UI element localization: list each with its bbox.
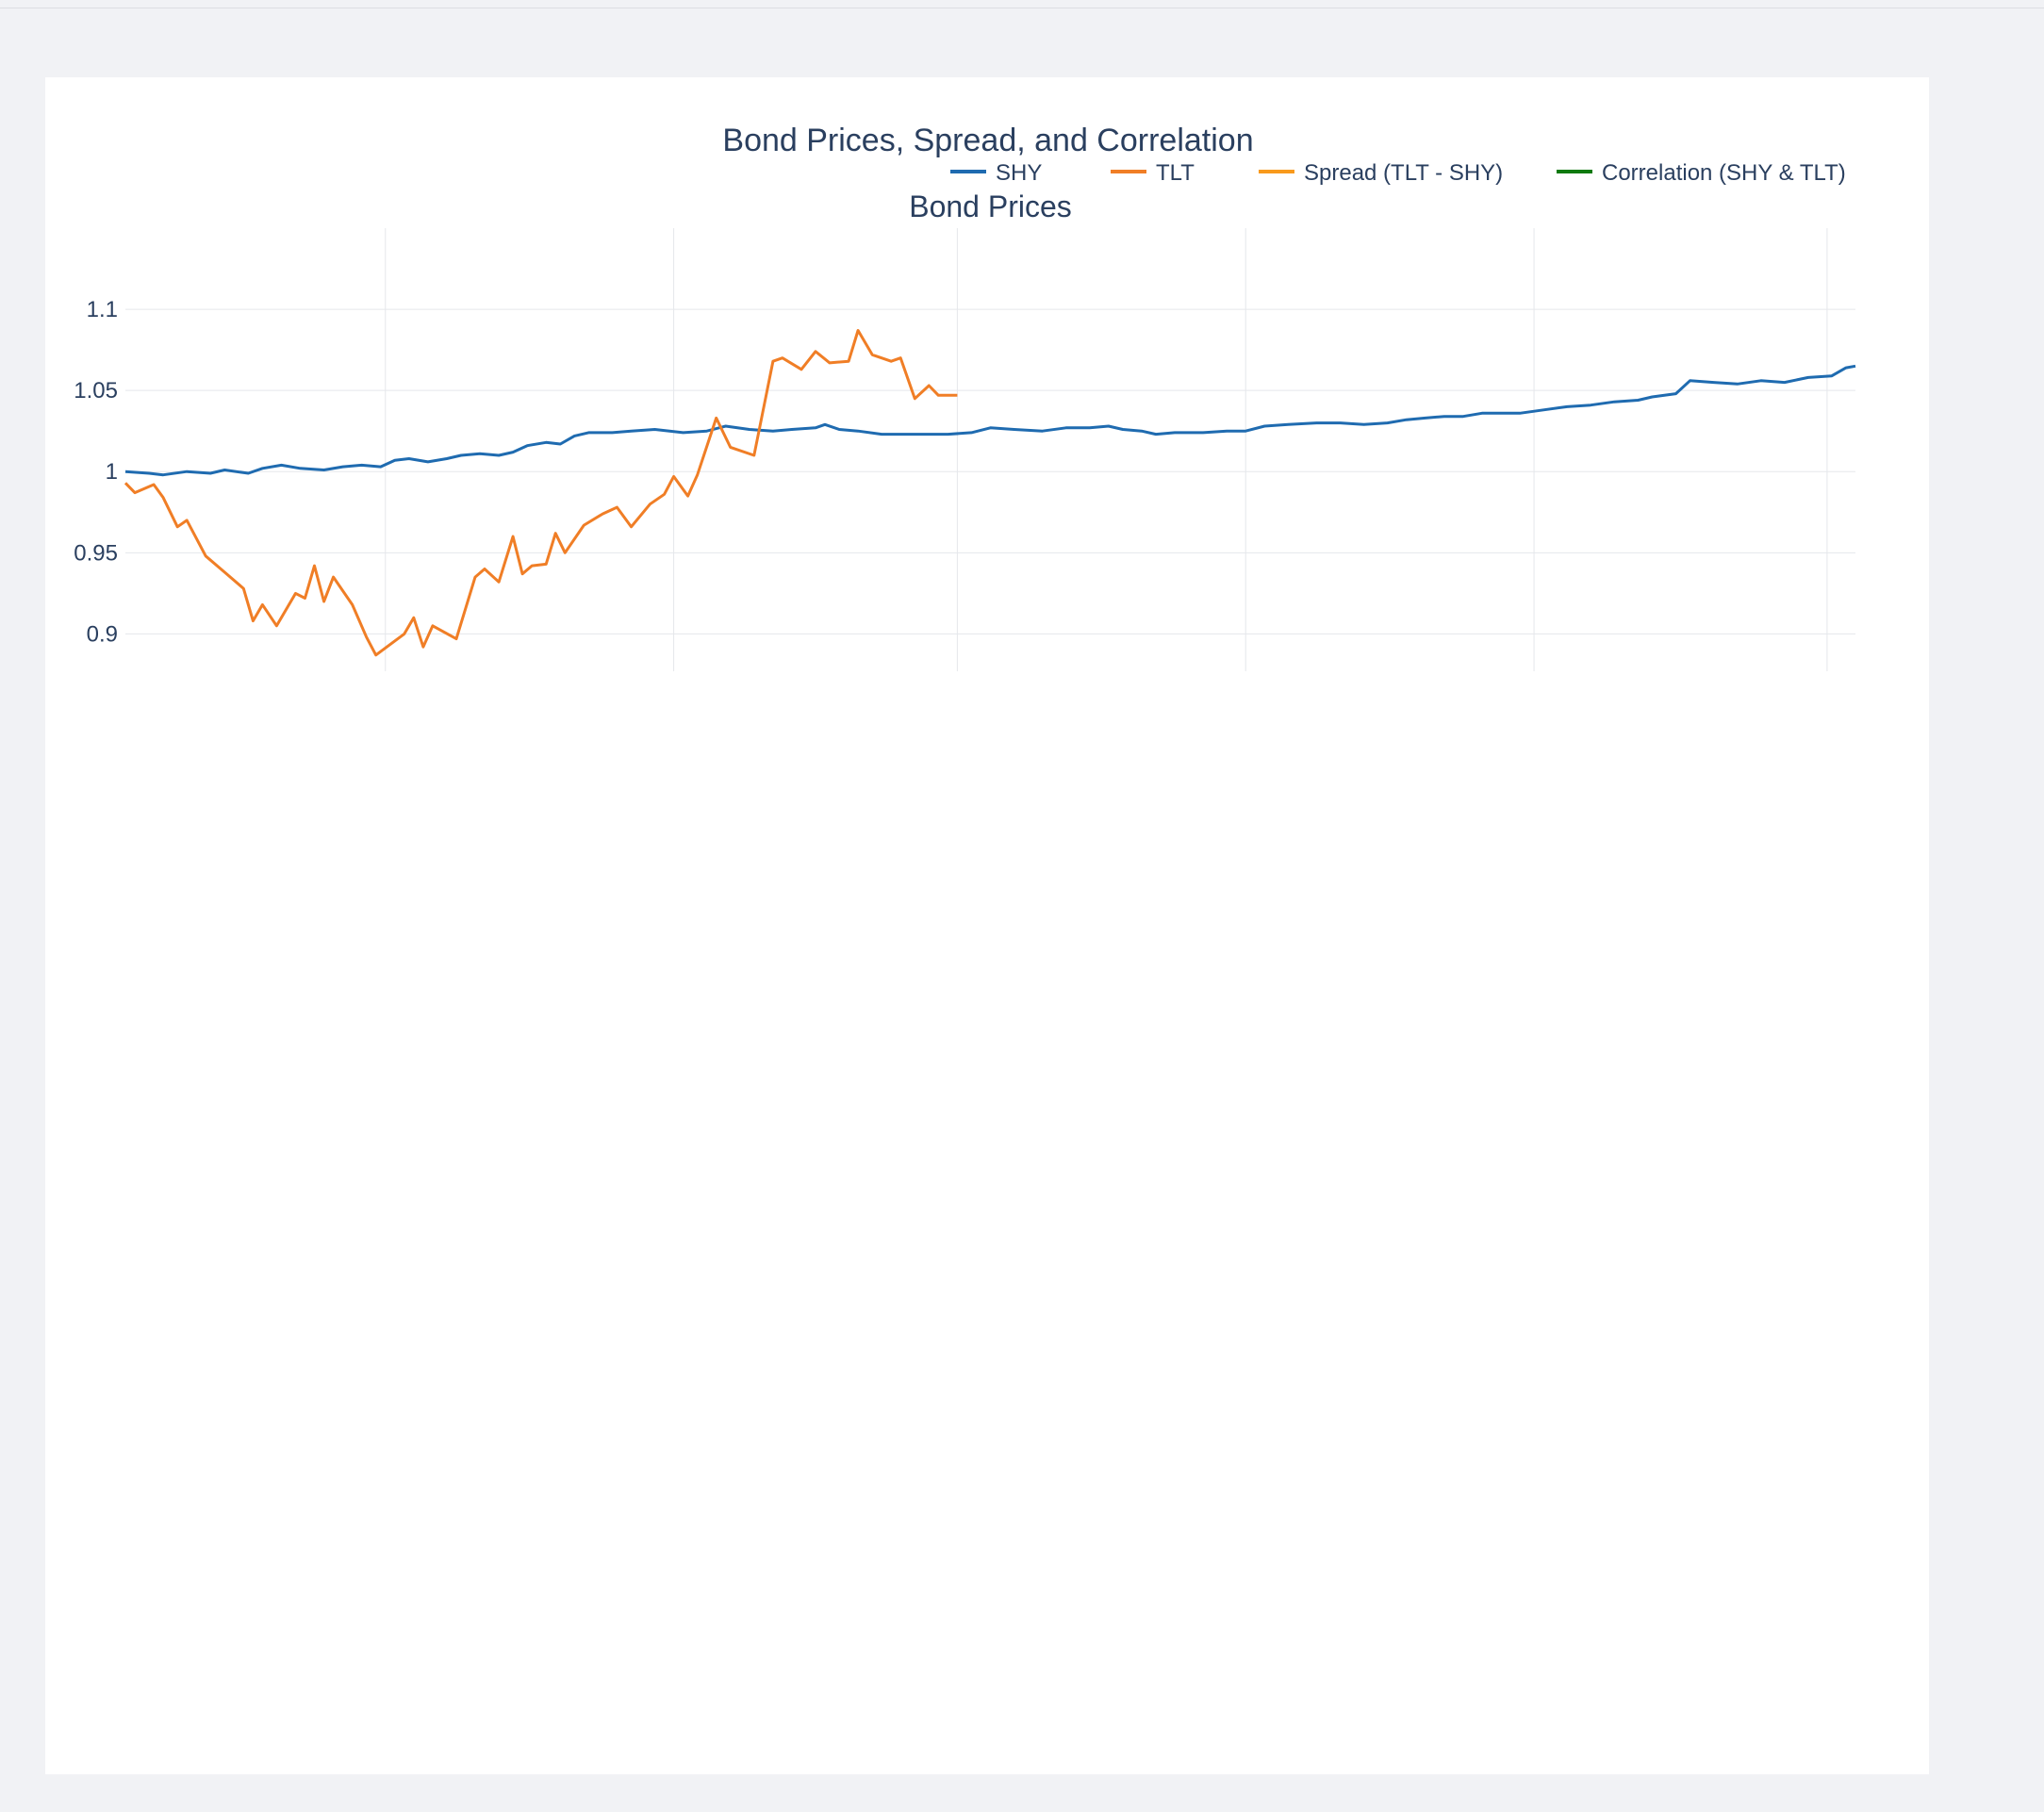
legend-label: TLT — [1156, 160, 1195, 186]
y-tick-label: 0.95 — [74, 540, 118, 566]
legend-label: Spread (TLT - SHY) — [1304, 160, 1503, 186]
series-line — [124, 329, 958, 657]
y-tick-label: 1.1 — [87, 297, 118, 322]
legend[interactable]: SHY TLT Spread (TLT - SHY) Correlation (SHY… — [950, 160, 1846, 186]
chart-card: Bond Prices, Spread, and Correlation SHY… — [45, 77, 1929, 1774]
legend-item[interactable]: SHY — [950, 160, 1042, 186]
legend-item[interactable]: TLT — [1111, 160, 1195, 186]
panel-title: Bond Prices — [909, 189, 1072, 223]
legend-label: Correlation (SHY & TLT) — [1602, 160, 1846, 186]
y-tick-label: 0.9 — [87, 621, 118, 647]
legend-item[interactable]: Spread (TLT - SHY) — [1259, 160, 1503, 186]
legend-item[interactable]: Correlation (SHY & TLT) — [1557, 160, 1846, 186]
panel: Bond Prices 0.9 0.95 1 1.05 1.1 — [74, 189, 1856, 671]
figure-title: Bond Prices, Spread, and Correlation — [722, 123, 1253, 158]
y-tick-label: 1 — [106, 459, 118, 485]
legend-label: SHY — [996, 160, 1042, 186]
chart-panels: Bond Prices 0.9 0.95 1 1.05 1.1 — [74, 189, 1856, 671]
y-tick-label: 1.05 — [74, 378, 118, 404]
figure-svg: Bond Prices, Spread, and Correlation SHY… — [74, 123, 1856, 671]
series-line — [124, 364, 1856, 477]
